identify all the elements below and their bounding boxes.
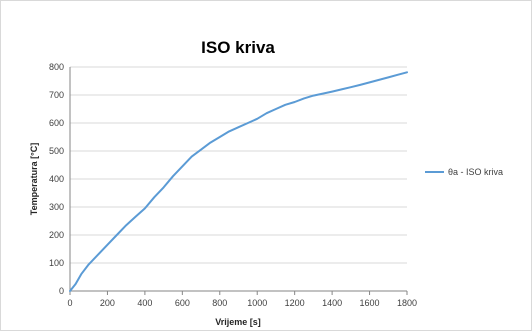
- x-tick-labels: 0 200 400 600 800 1000 1200 1400 1600 1800: [67, 298, 417, 308]
- x-tick-label: 200: [100, 298, 115, 308]
- y-tick-label: 300: [49, 202, 64, 212]
- y-axis-title: Temperatura [°C]: [29, 143, 39, 215]
- x-tick-label: 1000: [247, 298, 267, 308]
- x-tick-label: 800: [212, 298, 227, 308]
- y-tick-label: 500: [49, 146, 64, 156]
- y-tick-label: 100: [49, 258, 64, 268]
- y-tick-label: 600: [49, 118, 64, 128]
- series-line: [69, 71, 408, 292]
- legend-label: θa - ISO kriva: [448, 167, 503, 177]
- gridlines: [70, 66, 407, 264]
- x-tick-label: 1200: [285, 298, 305, 308]
- series-layer: [69, 71, 408, 292]
- y-tick-labels: 0 100 200 300 400 500 600 700 800: [49, 62, 64, 296]
- x-tick-label: 1600: [360, 298, 380, 308]
- legend: θa - ISO kriva: [425, 167, 503, 177]
- y-tick-label: 0: [59, 286, 64, 296]
- x-axis-title: Vrijeme [s]: [215, 317, 261, 327]
- x-tick-label: 1400: [322, 298, 342, 308]
- y-tick-label: 400: [49, 174, 64, 184]
- x-tick-label: 400: [137, 298, 152, 308]
- x-tick-label: 1800: [397, 298, 417, 308]
- x-tick-label: 600: [175, 298, 190, 308]
- x-tick-label: 0: [67, 298, 72, 308]
- chart-title: ISO kriva: [201, 38, 275, 57]
- y-tick-label: 200: [49, 230, 64, 240]
- y-tick-label: 800: [49, 62, 64, 72]
- y-tick-label: 700: [49, 90, 64, 100]
- axes: [69, 67, 408, 295]
